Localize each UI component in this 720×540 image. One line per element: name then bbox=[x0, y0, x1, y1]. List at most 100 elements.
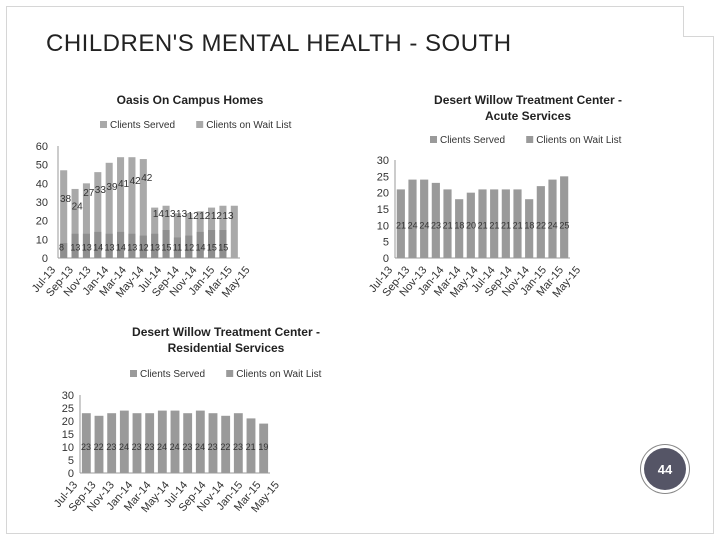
data-label-served: 24 bbox=[72, 201, 84, 212]
data-label-value: 21 bbox=[489, 220, 499, 230]
y-tick-label: 30 bbox=[62, 390, 74, 402]
data-label-served: 27 bbox=[83, 188, 95, 199]
data-label-value: 21 bbox=[443, 220, 453, 230]
data-label-value: 22 bbox=[536, 220, 546, 230]
y-tick-label: 0 bbox=[42, 253, 48, 265]
y-tick-label: 0 bbox=[68, 468, 74, 480]
data-label-value: 21 bbox=[478, 220, 488, 230]
data-label-wait: 15 bbox=[207, 243, 217, 253]
data-label-value: 24 bbox=[157, 442, 167, 452]
data-label-value: 24 bbox=[170, 442, 180, 452]
bar-clients-served bbox=[157, 410, 167, 473]
y-tick-label: 10 bbox=[377, 220, 389, 232]
bar-clients-on-wait-list bbox=[208, 230, 216, 258]
bar-clients-served bbox=[195, 410, 205, 473]
data-label-value: 23 bbox=[144, 442, 154, 452]
bar-clients-served bbox=[490, 189, 499, 258]
bar-clients-served bbox=[94, 172, 102, 258]
bar-clients-on-wait-list bbox=[117, 231, 125, 258]
y-tick-label: 20 bbox=[377, 188, 389, 200]
y-tick-label: 60 bbox=[36, 141, 48, 153]
bar-clients-on-wait-list bbox=[128, 233, 136, 258]
data-label-value: 23 bbox=[81, 442, 91, 452]
bar-clients-served bbox=[443, 189, 452, 258]
legend-label: Clients on Wait List bbox=[236, 369, 321, 380]
data-label-served: 42 bbox=[141, 173, 153, 184]
bar-clients-served bbox=[170, 410, 180, 473]
bar-clients-served bbox=[117, 157, 125, 258]
y-tick-label: 40 bbox=[36, 178, 48, 190]
bar-clients-on-wait-list bbox=[219, 230, 227, 258]
data-label-value: 24 bbox=[548, 220, 558, 230]
data-label-served: 13 bbox=[176, 209, 188, 220]
data-label-wait: 13 bbox=[127, 243, 137, 253]
bar-clients-served bbox=[119, 410, 129, 473]
data-label-wait: 13 bbox=[105, 243, 115, 253]
legend-swatch bbox=[100, 121, 107, 128]
slide-title: CHILDREN'S MENTAL HEALTH - SOUTH bbox=[46, 30, 512, 57]
data-label-value: 23 bbox=[106, 442, 116, 452]
bar-clients-served bbox=[173, 213, 181, 258]
chart-title: Residential Services bbox=[168, 341, 285, 355]
data-label-wait: 14 bbox=[196, 243, 206, 253]
data-label-served: 12 bbox=[188, 211, 200, 222]
bar-clients-served bbox=[132, 413, 142, 473]
legend-swatch bbox=[130, 370, 137, 377]
bar-clients-on-wait-list bbox=[94, 231, 102, 258]
data-label-value: 23 bbox=[132, 442, 142, 452]
bar-clients-on-wait-list bbox=[60, 243, 68, 258]
bar-clients-served bbox=[513, 189, 522, 258]
bar-clients-served bbox=[208, 413, 218, 473]
data-label-value: 24 bbox=[195, 442, 205, 452]
data-label-wait: 12 bbox=[184, 243, 194, 253]
bar-clients-on-wait-list bbox=[105, 233, 113, 258]
legend-swatch bbox=[526, 136, 534, 143]
data-label-value: 23 bbox=[208, 442, 218, 452]
bar-clients-on-wait-list bbox=[71, 233, 79, 258]
y-tick-label: 25 bbox=[62, 403, 74, 415]
data-label-value: 23 bbox=[431, 220, 441, 230]
bar-clients-served bbox=[233, 413, 243, 473]
data-label-value: 18 bbox=[524, 220, 534, 230]
bar-clients-on-wait-list bbox=[162, 230, 170, 258]
bar-clients-served bbox=[107, 413, 117, 473]
y-tick-label: 20 bbox=[36, 216, 48, 228]
y-tick-label: 15 bbox=[377, 204, 389, 216]
data-label-value: 24 bbox=[408, 220, 418, 230]
data-label-wait: 8 bbox=[59, 243, 64, 253]
bar-clients-on-wait-list bbox=[185, 235, 193, 258]
bar-clients-served bbox=[431, 182, 440, 258]
data-label-wait: 13 bbox=[150, 243, 160, 253]
data-label-served: 42 bbox=[130, 176, 142, 187]
data-label-served: 13 bbox=[164, 209, 176, 220]
data-label-value: 24 bbox=[419, 220, 429, 230]
bar-clients-served bbox=[246, 418, 256, 473]
legend-label: Clients on Wait List bbox=[206, 120, 291, 131]
bar-clients-served bbox=[548, 179, 557, 258]
bar-clients-served bbox=[455, 199, 464, 258]
data-label-wait: 11 bbox=[173, 243, 182, 253]
slide-frame bbox=[6, 6, 714, 534]
bar-clients-served bbox=[536, 186, 545, 258]
bar-clients-served bbox=[94, 415, 104, 473]
data-label-value: 18 bbox=[454, 220, 464, 230]
data-label-wait: 14 bbox=[93, 243, 103, 253]
legend-label: Clients on Wait List bbox=[536, 135, 621, 146]
bar-clients-on-wait-list bbox=[139, 235, 147, 258]
y-tick-label: 0 bbox=[383, 253, 389, 265]
data-label-served: 13 bbox=[222, 211, 234, 222]
legend-label: Clients Served bbox=[440, 135, 505, 146]
bar-clients-served bbox=[221, 415, 231, 473]
bar-clients-served bbox=[183, 413, 193, 473]
data-label-value: 21 bbox=[396, 220, 406, 230]
data-label-value: 22 bbox=[94, 442, 104, 452]
bar-clients-served bbox=[105, 162, 113, 258]
y-tick-label: 15 bbox=[62, 429, 74, 441]
bar-clients-served bbox=[525, 199, 534, 258]
data-label-wait: 13 bbox=[70, 243, 80, 253]
y-tick-label: 30 bbox=[377, 155, 389, 167]
page-number-badge: 44 bbox=[644, 448, 686, 490]
